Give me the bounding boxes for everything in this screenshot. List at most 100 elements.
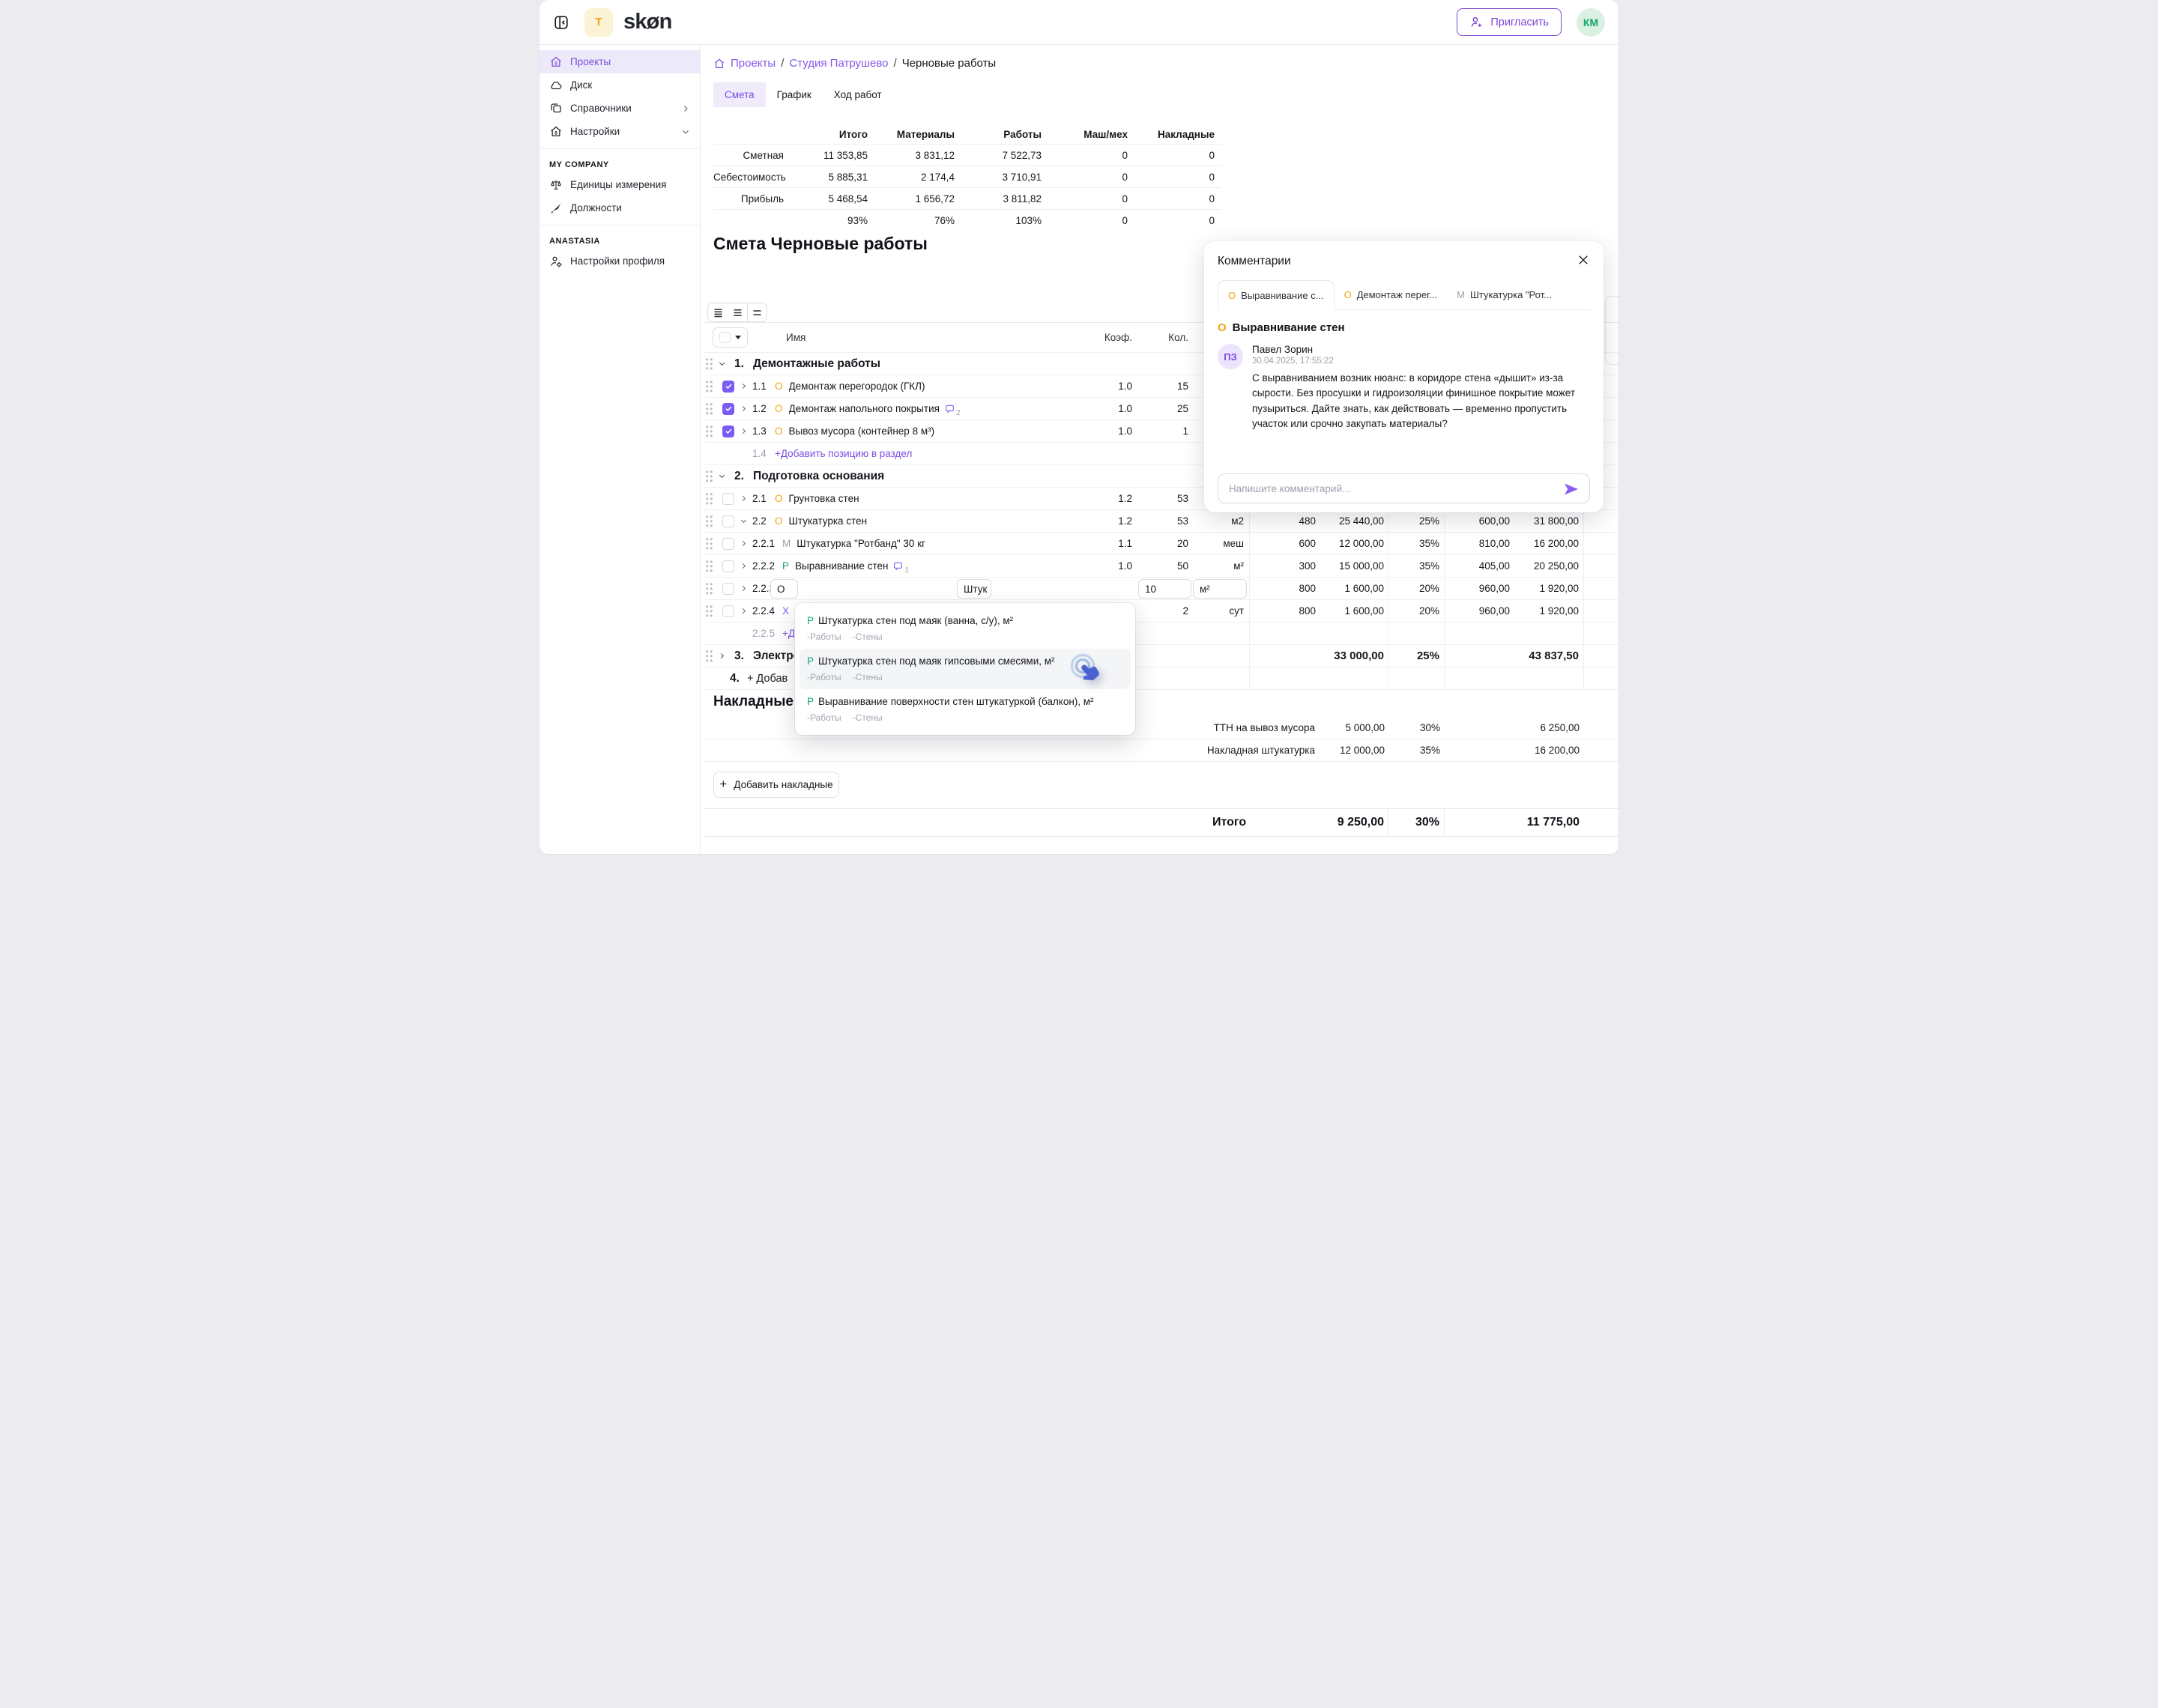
qty-input[interactable]: 10: [1138, 579, 1191, 599]
position-name[interactable]: Грунтовка стен: [788, 493, 859, 504]
drag-handle-icon[interactable]: [705, 425, 713, 438]
select-all-caret-icon: [735, 336, 741, 339]
chevron-right-icon[interactable]: [718, 652, 726, 660]
comment-tab-1[interactable]: О Демонтаж перег...: [1344, 289, 1438, 300]
estimate-row-2.2[interactable]: 2.2 О Штукатурка стен 1.2 53 м2 480 25 440,00 25…: [704, 510, 1618, 533]
drag-handle-icon[interactable]: [705, 582, 713, 596]
estimate-row-2.2.5[interactable]: 2.2.5 +Д: [704, 623, 1618, 645]
type-letter: Р: [807, 655, 814, 667]
row-checkbox[interactable]: [722, 515, 734, 527]
chevron-right-icon[interactable]: [740, 382, 748, 390]
estimate-row-2.2.4[interactable]: 2.2.4 Х 2 сут 800 1 600,00 20% 960,00 1 920,00: [704, 600, 1618, 623]
drag-handle-icon[interactable]: [705, 402, 713, 416]
sidebar-item-единицы-измерения[interactable]: Единицы измерения: [540, 173, 700, 196]
comment-tab-0[interactable]: О Выравнивание с...: [1218, 280, 1335, 310]
overhead-row[interactable]: ТТН на вывоз мусора 5 000,00 30% 6 250,00: [704, 717, 1618, 739]
chevron-right-icon[interactable]: [740, 494, 748, 503]
tab-schedule[interactable]: График: [776, 89, 811, 100]
row-checkbox[interactable]: [722, 402, 734, 415]
sidebar-item-настройки-профиля[interactable]: Настройки профиля: [540, 249, 700, 273]
row-checkbox[interactable]: [722, 582, 734, 595]
drag-handle-icon[interactable]: [705, 357, 713, 371]
estimate-row-2.1[interactable]: 2.1 О Грунтовка стен 1.2 53: [704, 488, 1618, 510]
drag-handle-icon[interactable]: [705, 537, 713, 551]
position-name[interactable]: Штукатурка стен: [788, 515, 868, 527]
sidebar-item-диск[interactable]: Диск: [540, 73, 700, 97]
chevron-right-icon[interactable]: [740, 427, 748, 435]
name-unit-input[interactable]: Штук: [957, 579, 991, 599]
estimate-row-2.2.3[interactable]: 2.2.3 800 1 600,00 20% 960,00 1 920,00 О Штук 10…: [704, 578, 1618, 600]
breadcrumb-projects[interactable]: Проекты: [731, 57, 776, 70]
comment-tab-2[interactable]: М Штукатурка "Рот...: [1457, 289, 1552, 300]
drag-handle-icon[interactable]: [705, 515, 713, 528]
dropdown-option-0[interactable]: Р Штукатурка стен под маяк (ванна, с/у), …: [807, 615, 1014, 642]
density-medium-icon[interactable]: [728, 303, 747, 321]
tag: -Стены: [852, 672, 883, 682]
estimate-row-2.2.1[interactable]: 2.2.1 М Штукатурка "Ротбанд" 30 кг 1.1 20 меш…: [704, 533, 1618, 555]
add-overheads-button[interactable]: + Добавить накладные: [713, 772, 839, 798]
estimate-row-4[interactable]: 4. + Добав: [704, 667, 1618, 690]
comment-author-name: Павел Зорин: [1252, 344, 1314, 355]
unit-input[interactable]: м²: [1193, 579, 1247, 599]
row-checkbox[interactable]: [722, 537, 734, 550]
position-name[interactable]: Демонтаж перегородок (ГКЛ): [788, 381, 925, 392]
add-position-link[interactable]: +Добавить позицию в раздел: [775, 448, 913, 459]
add-position-link[interactable]: +Д: [782, 628, 796, 639]
drag-handle-icon[interactable]: [705, 605, 713, 618]
invite-button[interactable]: Пригласить: [1457, 8, 1562, 36]
row-checkbox[interactable]: [722, 492, 734, 505]
position-name[interactable]: Демонтаж напольного покрытия: [788, 403, 940, 414]
chevron-right-icon[interactable]: [740, 607, 748, 615]
row-checkbox[interactable]: [722, 560, 734, 572]
estimate-row-3[interactable]: 3. Электро 33 000,00 25% 43 837,50: [704, 645, 1618, 667]
workspace-badge[interactable]: T: [584, 7, 613, 37]
collapse-sidebar-icon[interactable]: [553, 14, 569, 31]
tab-progress[interactable]: Ход работ: [833, 89, 882, 100]
estimate-row-1.3[interactable]: 1.3 О Вывоз мусора (контейнер 8 м³) 1.0 1: [704, 420, 1618, 443]
row-checkbox[interactable]: [722, 380, 734, 393]
select-all-checkbox[interactable]: [713, 327, 748, 348]
comment-author-avatar: ПЗ: [1218, 344, 1243, 369]
page-tabs: Смета График Ход работ: [713, 82, 893, 107]
user-avatar[interactable]: КМ: [1577, 7, 1605, 37]
chevron-down-icon[interactable]: [740, 517, 748, 525]
chevron-right-icon[interactable]: [740, 562, 748, 570]
cell-sum2: [1514, 667, 1584, 689]
add-section-link[interactable]: + Добав: [746, 672, 788, 685]
position-name[interactable]: Вывоз мусора (контейнер 8 м³): [788, 426, 935, 437]
position-name[interactable]: Выравнивание стен: [795, 560, 889, 572]
chevron-right-icon[interactable]: [740, 584, 748, 593]
dropdown-option-1[interactable]: Р Штукатурка стен под маяк гипсовыми смес…: [800, 649, 1131, 689]
chevron-right-icon[interactable]: [740, 539, 748, 548]
overhead-row[interactable]: Накладная штукатурка 12 000,00 35% 16 200,0…: [704, 739, 1618, 762]
drag-handle-icon[interactable]: [705, 380, 713, 393]
sidebar-item-должности[interactable]: Должности: [540, 196, 700, 219]
sidebar-item-проекты[interactable]: $ Проекты: [540, 50, 700, 73]
drag-handle-icon[interactable]: [705, 470, 713, 483]
drag-handle-icon[interactable]: [705, 492, 713, 506]
comment-input[interactable]: [1229, 482, 1556, 494]
sidebar-item-настройки[interactable]: $ Настройки: [540, 120, 700, 143]
scales-icon: [549, 178, 563, 192]
breadcrumb-project[interactable]: Студия Патрушево: [789, 57, 889, 70]
type-input[interactable]: О: [770, 579, 798, 599]
total-cost: 9 250,00: [1337, 816, 1384, 829]
drag-handle-icon[interactable]: [705, 560, 713, 573]
chevron-right-icon[interactable]: [740, 405, 748, 413]
send-comment-icon[interactable]: [1562, 480, 1580, 498]
estimate-row-2.2.2[interactable]: 2.2.2 Р Выравнивание стен 1 1.0 50 м² 300 15 000…: [704, 555, 1618, 578]
chevron-down-icon[interactable]: [718, 472, 726, 480]
close-icon[interactable]: [1577, 253, 1590, 267]
chevron-down-icon[interactable]: [718, 360, 726, 368]
position-name[interactable]: Штукатурка "Ротбанд" 30 кг: [797, 538, 926, 549]
comments-badge-icon[interactable]: 1: [893, 561, 909, 575]
row-checkbox[interactable]: [722, 425, 734, 437]
row-checkbox[interactable]: [722, 605, 734, 617]
dropdown-option-2[interactable]: Р Выравнивание поверхности стен штукатурк…: [807, 696, 1094, 723]
sidebar-item-справочники[interactable]: Справочники: [540, 97, 700, 120]
tab-estimate[interactable]: Смета: [713, 82, 766, 107]
comments-badge-icon[interactable]: 2: [945, 404, 961, 417]
density-relaxed-icon[interactable]: [747, 303, 767, 321]
density-compact-icon[interactable]: [708, 303, 728, 321]
drag-handle-icon[interactable]: [705, 649, 713, 663]
